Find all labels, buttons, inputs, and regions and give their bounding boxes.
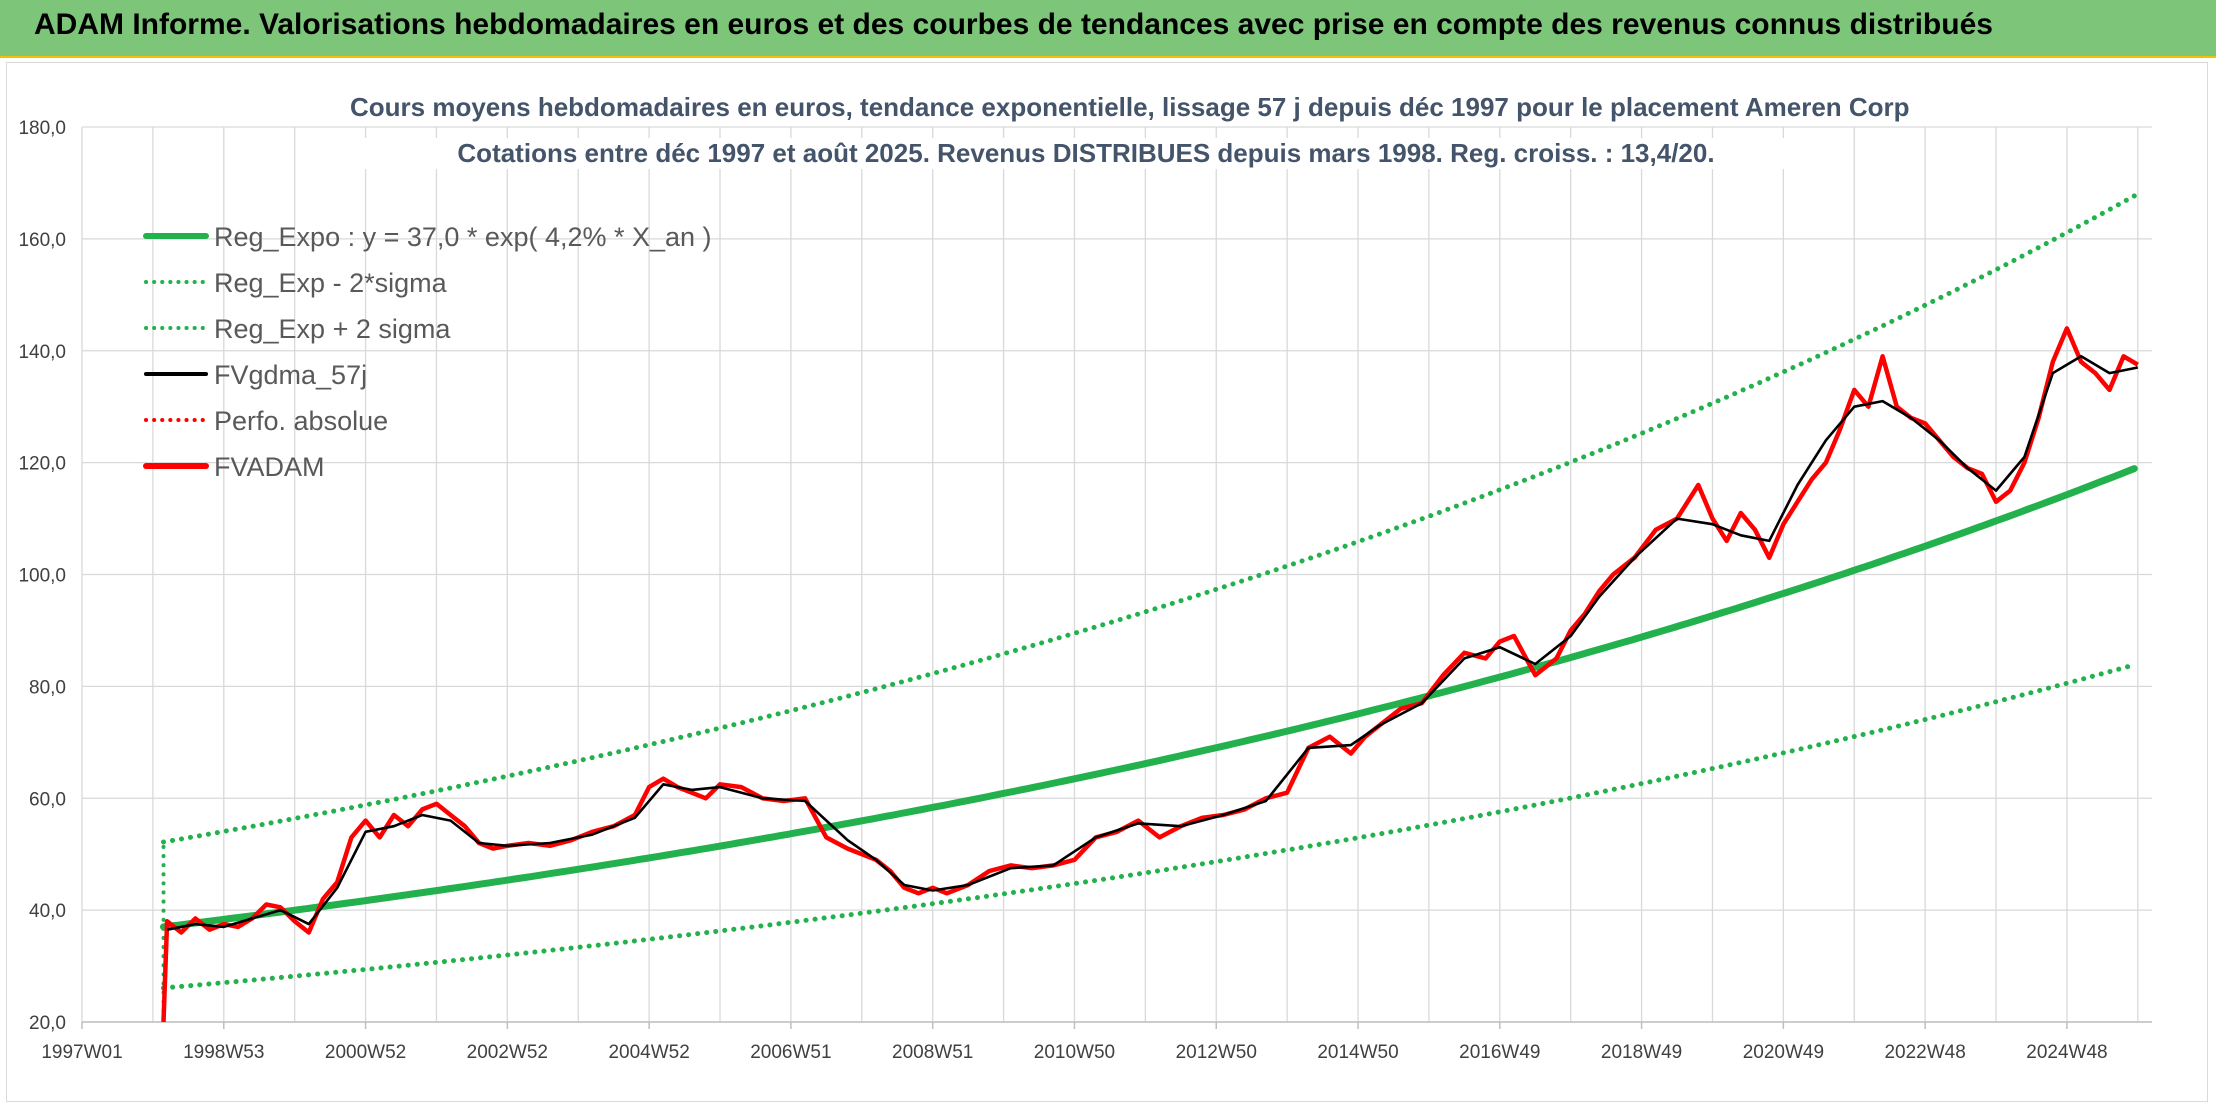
axes: 20,0 40,0 60,0 80,0 100,0 120,0 140,0 160,0 180,… (18, 118, 2152, 1063)
y-tick-label: 120,0 (18, 454, 66, 475)
series-fvadam (161, 326, 2139, 1023)
y-tick-label: 40,0 (29, 901, 66, 922)
legend-label: FVgdma_57j (214, 360, 367, 390)
y-tick-label: 20,0 (29, 1013, 66, 1034)
x-tick-label: 2018W49 (1601, 1042, 1682, 1063)
x-tick-label: 2006W51 (750, 1042, 831, 1063)
legend-label: Reg_Exp - 2*sigma (214, 268, 448, 298)
x-tick-label: 2010W50 (1034, 1042, 1115, 1063)
y-tick-label: 100,0 (18, 566, 66, 587)
chart-subtitle: Cotations entre déc 1997 et août 2025. R… (350, 138, 1822, 169)
legend-label: FVADAM (214, 452, 325, 482)
legend: Reg_Expo : y = 37,0 * exp( 4,2% * X_an )… (143, 222, 712, 482)
x-tick-label: 2020W49 (1743, 1042, 1824, 1063)
y-tick-label: 140,0 (18, 342, 66, 363)
x-tick-label: 2024W48 (2026, 1042, 2107, 1063)
x-tick-label: 2002W52 (467, 1042, 548, 1063)
series-fvgdma-57j (166, 354, 2139, 931)
x-tick-label: 1997W01 (41, 1042, 122, 1063)
series-reg-expo (160, 465, 2138, 931)
x-tick-label: 2004W52 (608, 1042, 689, 1063)
series-reg-exp-plus-2-sigma (161, 193, 2137, 845)
legend-label: Perfo. absolue (214, 406, 388, 436)
header-title: ADAM Informe. Valorisations hebdomadaire… (34, 8, 1993, 41)
legend-label: Reg_Exp + 2 sigma (214, 314, 451, 344)
x-tick-label: 1998W53 (183, 1042, 264, 1063)
y-tick-label: 180,0 (18, 118, 66, 139)
series-reg-exp-minus-2-sigma (161, 662, 2137, 991)
x-tick-label: 2000W52 (325, 1042, 406, 1063)
grid-lines (81, 126, 2152, 1023)
y-tick-label: 80,0 (29, 677, 66, 698)
x-tick-label: 2012W50 (1176, 1042, 1257, 1063)
x-tick-label: 2016W49 (1459, 1042, 1540, 1063)
chart-title: Cours moyens hebdomadaires en euros, ten… (350, 92, 1910, 123)
y-tick-label: 60,0 (29, 789, 66, 810)
chart-frame (6, 62, 2208, 1102)
legend-label: Reg_Expo : y = 37,0 * exp( 4,2% * X_an ) (214, 222, 712, 252)
x-tick-label: 2014W50 (1317, 1042, 1398, 1063)
x-tick-label: 2022W48 (1884, 1042, 1965, 1063)
y-tick-label: 160,0 (18, 230, 66, 251)
x-tick-label: 2008W51 (892, 1042, 973, 1063)
header-bar: ADAM Informe. Valorisations hebdomadaire… (0, 0, 2216, 58)
plot-area (160, 193, 2139, 1023)
